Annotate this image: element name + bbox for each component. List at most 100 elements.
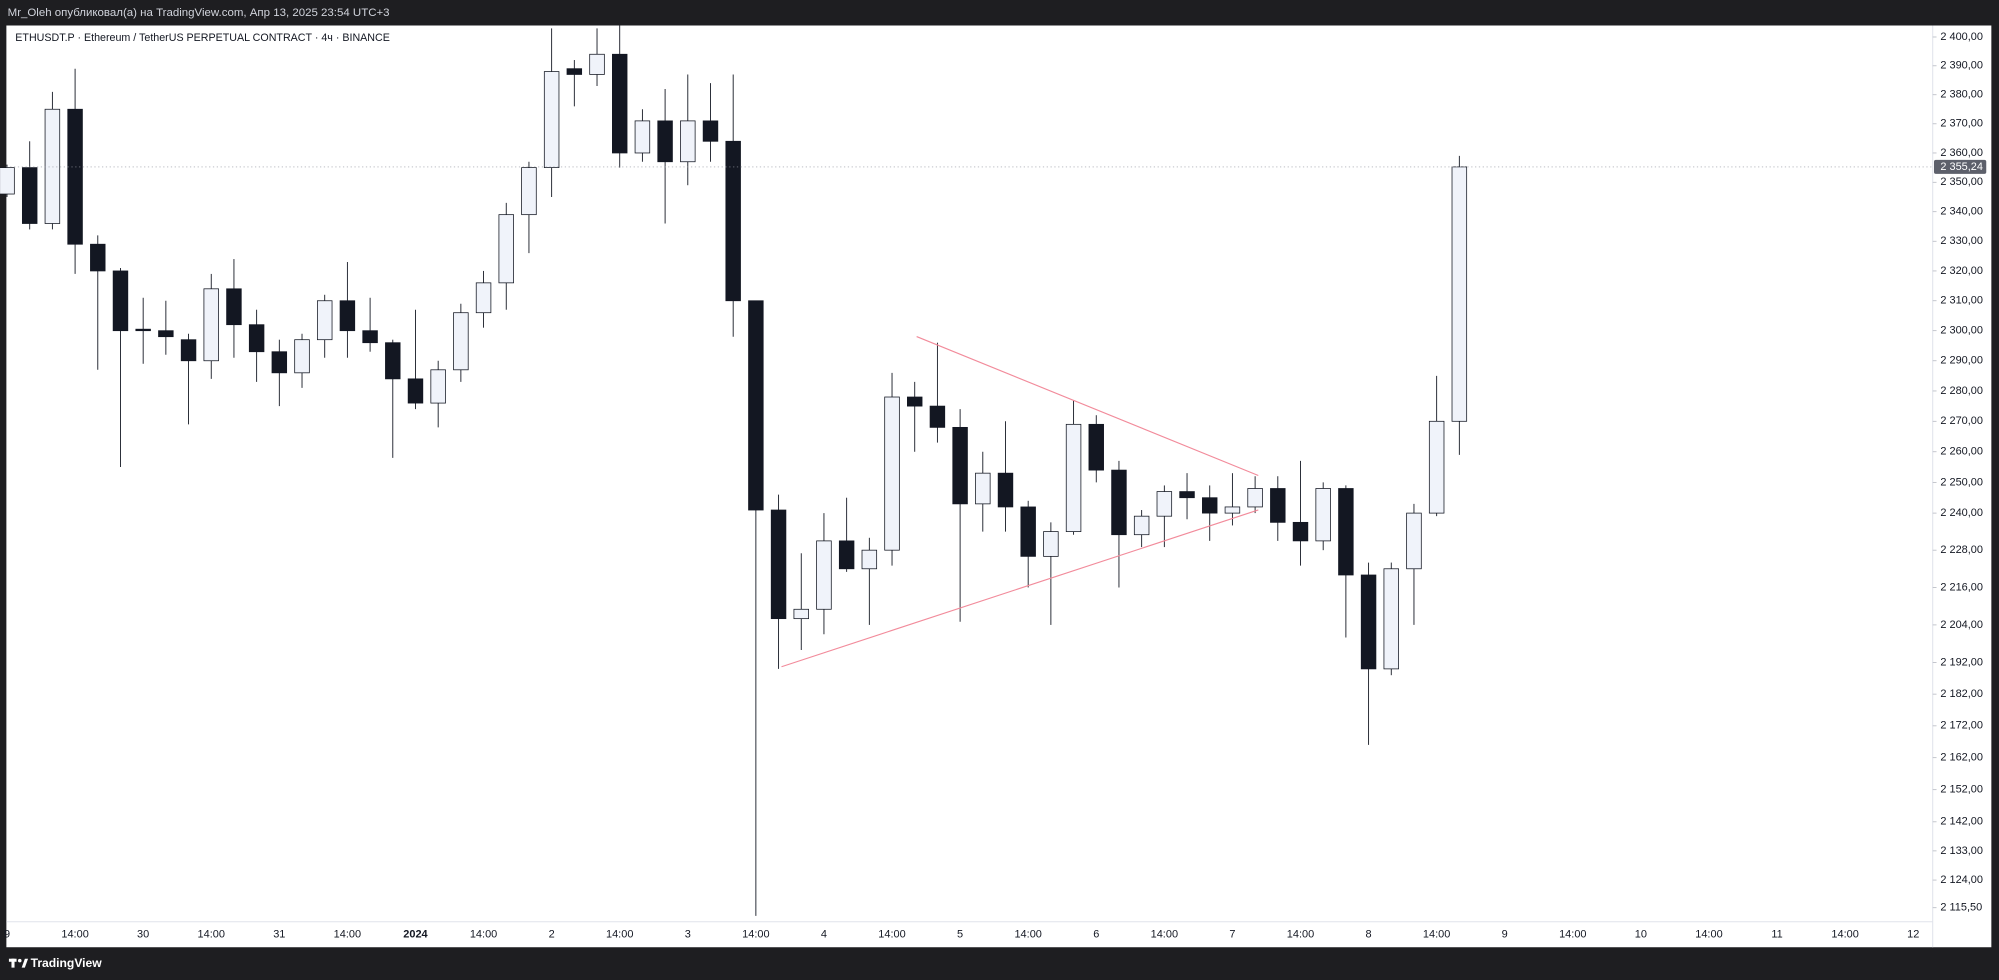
footer-brand: TradingView: [31, 956, 103, 970]
y-tick-label: 2 400,00: [1940, 31, 1983, 43]
candle-body-down: [657, 120, 673, 163]
candle-body-up: [1383, 568, 1399, 670]
candle-body-down: [158, 330, 174, 338]
x-tick-label: 6: [1093, 928, 1099, 940]
candle-body-down: [566, 68, 583, 75]
y-tick-label: 2 182,00: [1940, 688, 1983, 700]
candle-body-down: [1111, 469, 1127, 536]
x-tick-label: 31: [273, 928, 285, 940]
candle-body-down: [248, 324, 265, 353]
candle-body-up: [1406, 512, 1422, 570]
candle-body-up: [453, 312, 469, 371]
x-tick-label: 14:00: [61, 928, 88, 940]
x-tick-label: 10: [1635, 928, 1647, 940]
candle-body-up: [203, 288, 219, 362]
x-tick-label: 2: [549, 928, 555, 940]
y-tick-label: 2 240,00: [1940, 507, 1983, 519]
candle-body-up: [861, 549, 878, 570]
y-tick-label: 2 290,00: [1940, 355, 1983, 367]
candle-body-down: [90, 243, 106, 272]
candle-body-down: [702, 120, 719, 142]
candle-body-up: [1247, 488, 1263, 508]
y-tick-label: 2 250,00: [1940, 476, 1983, 488]
x-tick-label: 11: [1771, 928, 1782, 940]
candle-body-up: [975, 472, 991, 505]
candle-body-down: [725, 140, 741, 302]
x-tick-label: 14:00: [198, 928, 225, 940]
candle-body-down: [112, 270, 129, 332]
candle-body-down: [21, 167, 38, 224]
candle-body-down: [271, 351, 288, 374]
x-tick-label: 14:00: [1559, 928, 1586, 940]
x-tick-label: 9: [1502, 928, 1508, 940]
candle-body-up: [589, 53, 605, 75]
candle-body-down: [180, 339, 197, 362]
y-tick-label: 2 300,00: [1940, 325, 1983, 337]
tv-logo: [8, 958, 29, 968]
x-tick-label: 8: [1366, 928, 1372, 940]
candle-body-down: [997, 472, 1014, 508]
last-price-box: [1933, 159, 1987, 174]
candle-body-down: [385, 342, 401, 380]
x-tick-label: 3: [685, 928, 691, 940]
last-price-label: 2 355,24: [1940, 161, 1983, 173]
candle-body-up: [634, 120, 651, 154]
candle-body-up: [1224, 506, 1241, 514]
candle-body-down: [226, 288, 242, 326]
candle-body-up: [44, 108, 61, 224]
y-tick-label: 2 133,00: [1940, 845, 1983, 857]
candle-body-up: [680, 120, 696, 163]
logo-part: [11, 958, 15, 968]
candle-body-up: [543, 71, 560, 168]
candle-body-down: [952, 426, 968, 505]
x-tick-label: 14:00: [1831, 928, 1858, 940]
candle-body-up: [0, 167, 15, 195]
x-tick-label: 14:00: [470, 928, 497, 940]
y-tick-label: 2 172,00: [1940, 720, 1983, 732]
x-tick-label: 30: [137, 928, 149, 940]
candle-body-down: [1338, 488, 1354, 576]
candle-body-up: [521, 167, 537, 216]
y-tick-label: 2 340,00: [1940, 206, 1983, 218]
candle-body-down: [612, 53, 628, 154]
x-tick-label: 14:00: [1014, 928, 1041, 940]
candle-body-down: [362, 330, 378, 344]
candle-body-down: [907, 396, 923, 407]
y-tick-label: 2 330,00: [1940, 235, 1983, 247]
candle-body-up: [1428, 420, 1445, 514]
y-tick-label: 2 350,00: [1940, 176, 1983, 188]
candle-body-down: [1179, 491, 1195, 499]
x-tick-label: 14:00: [1695, 928, 1722, 940]
y-tick-label: 2 124,00: [1940, 874, 1983, 886]
y-tick-label: 2 152,00: [1940, 784, 1983, 796]
candle-body-down: [1270, 488, 1286, 523]
candle-body-up: [1043, 531, 1059, 557]
y-tick-label: 2 192,00: [1940, 656, 1983, 668]
y-tick-label: 2 260,00: [1940, 446, 1983, 458]
y-tick-label: 2 310,00: [1940, 295, 1983, 307]
candle-body-down: [407, 378, 424, 404]
candle-body-up: [430, 369, 446, 404]
y-tick-label: 2 216,00: [1940, 581, 1983, 593]
candle-body-up: [1315, 488, 1331, 542]
candle-body-down: [1202, 497, 1218, 514]
candle-body-down: [135, 328, 151, 332]
candle-body-up: [475, 282, 492, 314]
x-tick-label: 7: [1229, 928, 1235, 940]
candle-body-down: [748, 300, 764, 511]
candle-body-up: [1133, 515, 1150, 536]
y-tick-label: 2 270,00: [1940, 415, 1983, 427]
x-tick-label: 4: [821, 928, 827, 940]
header-text: Mr_Oleh опубликовал(а) на TradingView.co…: [8, 7, 390, 19]
candle-body-up: [316, 300, 333, 341]
triangle-lower-line: [781, 509, 1259, 668]
logo-part: [21, 958, 29, 968]
x-tick-label: 12: [1907, 928, 1919, 940]
y-tick-label: 2 204,00: [1940, 619, 1983, 631]
candle-body-up: [1451, 166, 1468, 422]
logo-part: [17, 958, 22, 963]
x-tick-label: 14:00: [1423, 928, 1450, 940]
x-tick-label: 14:00: [334, 928, 361, 940]
